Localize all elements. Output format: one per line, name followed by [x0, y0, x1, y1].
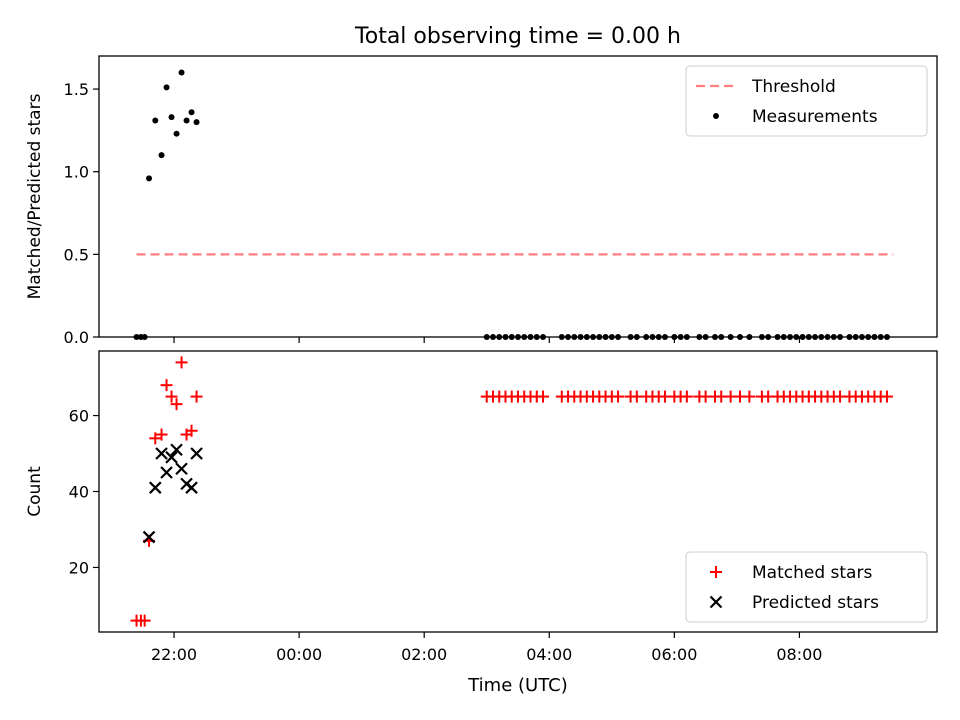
- data-point: [183, 117, 190, 124]
- x-stroke: [170, 443, 183, 457]
- axes-frame: [98, 55, 938, 338]
- y-tick-label: 1.5: [64, 80, 89, 99]
- x-stroke: [709, 595, 723, 609]
- x-stroke: [175, 462, 188, 475]
- data-point: [170, 398, 183, 411]
- x-stroke: [155, 447, 168, 460]
- legend-box: [685, 551, 928, 623]
- data-point: [175, 356, 188, 369]
- x-tick-label: 00:00: [276, 645, 322, 664]
- bottom-panel-counts: 20 40 60 22:00 00:00 02:00 04:00 06:00 08:00 Coun…: [25, 350, 938, 664]
- legend-entry: Measurements: [713, 107, 878, 127]
- legend-label: Matched stars: [752, 563, 872, 583]
- legend: Matched stars Predicted stars: [685, 551, 928, 623]
- x-tick-label: 02:00: [401, 645, 447, 664]
- axes-frame: [98, 350, 938, 633]
- data-point: [178, 69, 185, 76]
- data-point: [612, 390, 625, 403]
- x-stroke: [142, 530, 156, 544]
- x-stroke: [185, 481, 198, 494]
- data-point: [175, 462, 188, 475]
- y-tick-label: 60: [69, 407, 89, 426]
- legend-entry: Matched stars: [710, 563, 872, 583]
- y-tick-label: 40: [69, 483, 89, 502]
- x-tick-label: 04:00: [526, 645, 572, 664]
- x-stroke: [190, 447, 203, 460]
- data-point: [190, 447, 203, 460]
- data-point: [149, 481, 162, 494]
- data-point: [165, 451, 178, 464]
- legend-swatch: [710, 566, 722, 578]
- x-tick-label: 06:00: [651, 645, 697, 664]
- legend-label: Threshold: [751, 77, 836, 97]
- top-panel-ratio: 0.0 0.5 1.0 1.5 Matched/Predicted stars Thres…: [25, 55, 938, 347]
- data-point: [173, 130, 180, 137]
- x-tick-label: 08:00: [776, 645, 822, 664]
- data-point: [680, 390, 693, 403]
- legend-box: [685, 65, 928, 137]
- y-axis-label: Matched/Predicted stars: [25, 93, 45, 299]
- x-stroke: [160, 466, 173, 479]
- chart-title: Total observing time = 0.00 h: [354, 24, 681, 49]
- data-point: [138, 614, 151, 627]
- y-tick-label: 0.5: [64, 245, 89, 264]
- data-point: [142, 530, 156, 544]
- legend-swatch: [709, 595, 723, 609]
- series-predicted-stars: [142, 443, 203, 544]
- data-point: [158, 152, 165, 159]
- legend-entry: Threshold: [696, 77, 836, 97]
- y-axis-label: Count: [25, 466, 45, 517]
- x-axis-label: Time (UTC): [467, 675, 568, 696]
- data-point: [188, 109, 195, 116]
- data-point: [152, 117, 159, 124]
- data-point: [185, 424, 198, 437]
- y-tick-label: 20: [69, 558, 89, 577]
- x-stroke: [149, 481, 162, 494]
- data-point: [155, 447, 168, 460]
- y-tick-label: 0.0: [64, 328, 89, 347]
- legend-entry: Predicted stars: [709, 593, 879, 613]
- legend-label: Predicted stars: [752, 593, 879, 613]
- data-point: [743, 390, 756, 403]
- data-point: [193, 119, 200, 126]
- data-point: [149, 432, 162, 445]
- data-point: [185, 481, 198, 494]
- data-point: [190, 390, 203, 403]
- series-matched-stars: [130, 356, 893, 627]
- data-point: [880, 390, 893, 403]
- data-point: [170, 443, 183, 457]
- data-point: [163, 84, 170, 91]
- data-point: [165, 390, 178, 403]
- x-tick-label: 22:00: [151, 645, 197, 664]
- x-stroke: [165, 451, 178, 464]
- legend: Threshold Measurements: [685, 65, 928, 137]
- y-tick-label: 1.0: [64, 163, 89, 182]
- data-point: [168, 114, 175, 121]
- data-point: [146, 175, 153, 182]
- legend-label: Measurements: [752, 107, 878, 127]
- data-point: [160, 466, 173, 479]
- legend-swatch: [713, 113, 719, 119]
- data-point: [537, 390, 550, 403]
- data-point: [155, 428, 168, 441]
- data-point: [160, 379, 173, 392]
